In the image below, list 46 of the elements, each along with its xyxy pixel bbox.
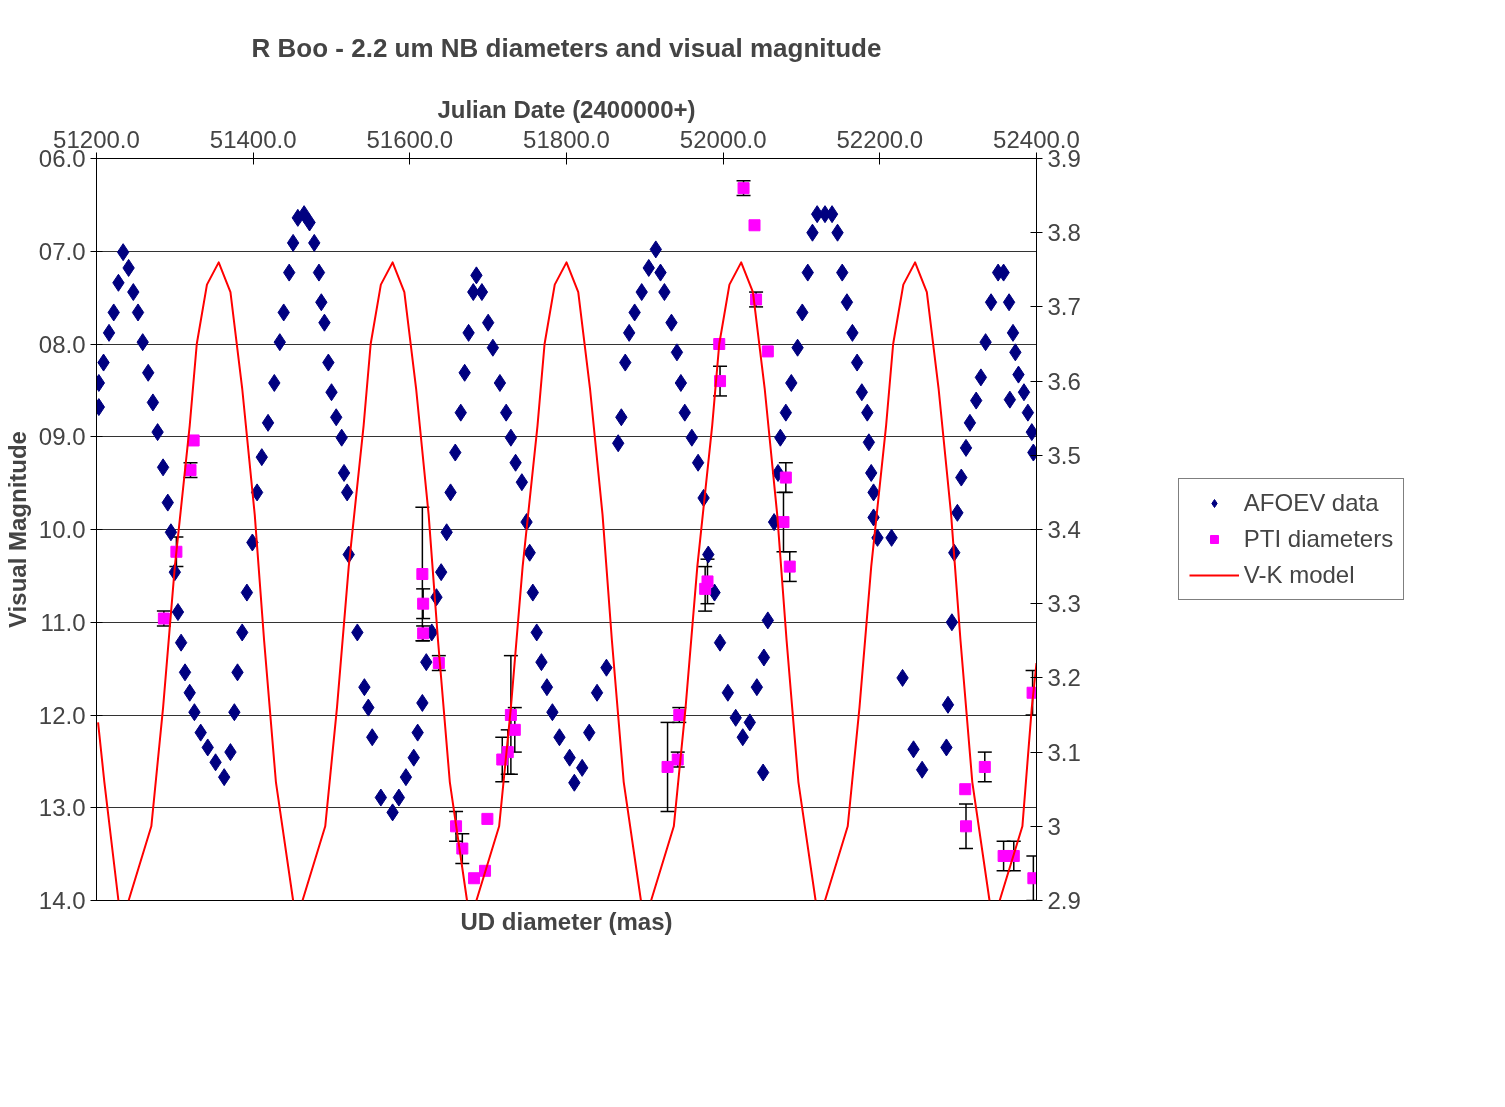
point: [978, 760, 991, 773]
point: [661, 760, 674, 773]
text: UD diameter (mas): [460, 907, 673, 935]
y2-tick-label: 3: [1047, 812, 1061, 840]
point: [701, 575, 714, 588]
x-tick-label: 51800.0: [523, 125, 610, 153]
y2-tick-label: 3.1: [1047, 738, 1081, 766]
y-tick-label: 14.0: [38, 887, 86, 914]
point: [417, 597, 430, 610]
x-tick-label: 52000.0: [679, 125, 767, 153]
point: [416, 568, 429, 581]
legend-label: PTI diameters: [1243, 525, 1394, 553]
y-tick-label: 11.0: [40, 608, 86, 636]
x-tick-label: 52200.0: [836, 125, 924, 153]
y-tick-label: 12.0: [38, 701, 86, 729]
y2-tick-label: 3.8: [1047, 219, 1081, 247]
y-tick-label: 13.0: [38, 794, 86, 822]
y-tick-label: 08.0: [38, 330, 86, 358]
point: [783, 560, 796, 573]
point: [761, 345, 774, 358]
y-tick-label: 09.0: [38, 423, 86, 451]
point: [997, 849, 1010, 862]
point: [777, 516, 790, 529]
y2-tick-label: 3.7: [1047, 293, 1081, 321]
point: [960, 820, 972, 833]
point: [468, 872, 481, 885]
point: [748, 219, 761, 232]
x2-axis-title: Julian Date (2400000+): [437, 95, 696, 123]
y-tick-label: 07.0: [38, 237, 86, 265]
point: [508, 723, 521, 736]
y2-tick-label: 3.4: [1047, 516, 1081, 543]
y-tick-label: 10.0: [38, 516, 86, 543]
y2-tick-label: 3.2: [1047, 664, 1081, 692]
point: [959, 783, 972, 796]
x-tick-label: 51600.0: [366, 125, 454, 153]
x-tick-label: 51400.0: [209, 125, 297, 153]
point: [779, 471, 792, 484]
y-axis-title: Visual Magnitude: [3, 431, 31, 628]
y2-tick-label: 3.6: [1047, 367, 1081, 395]
legend-label: AFOEV data: [1243, 489, 1379, 517]
legend-label: V-K model: [1243, 561, 1355, 589]
chart-title: R Boo - 2.2 um NB diameters and visual magnitude: [251, 32, 882, 63]
point: [481, 812, 494, 825]
y2-tick-label: 2.9: [1047, 887, 1081, 914]
y2-tick-label: 3.3: [1047, 590, 1081, 618]
y2-tick-label: 3.5: [1047, 441, 1081, 469]
